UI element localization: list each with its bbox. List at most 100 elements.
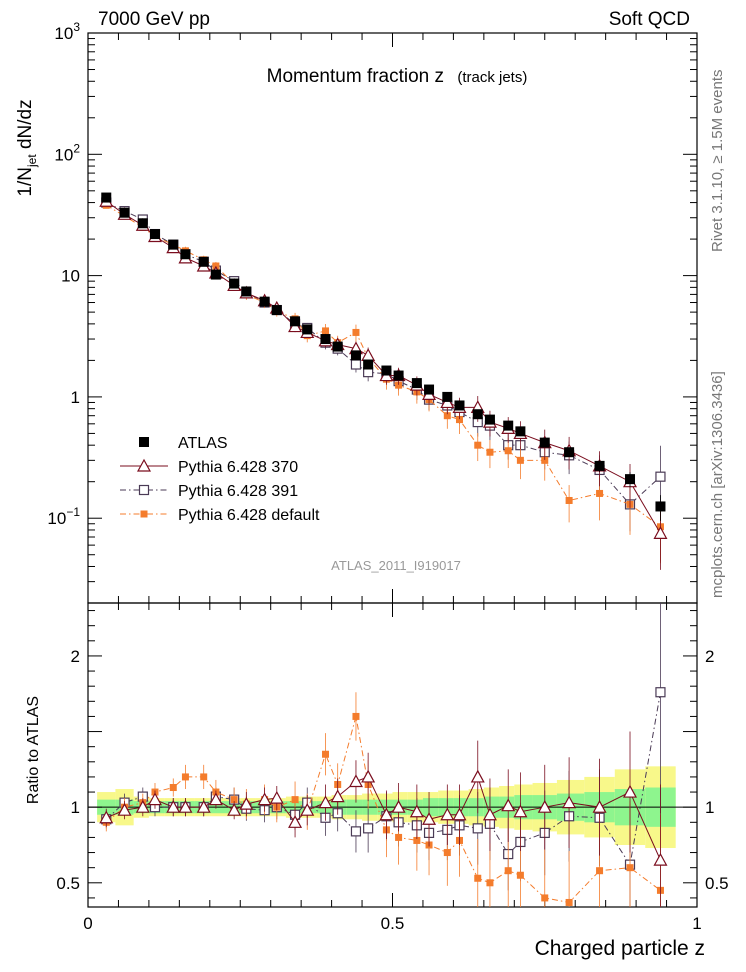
tick-base: 10 [47,509,66,528]
ratio-point-p370 [409,804,424,818]
point-data [168,239,179,250]
point-data [442,391,453,402]
top-y-tick-label: 103 [54,20,80,43]
point-data [229,278,240,289]
tick-exponent: 2 [73,141,80,155]
x-tick-label: 0 [83,914,92,933]
ratio-point-p370 [622,784,638,798]
point-data [594,460,605,471]
ratio-point-pdef [504,867,512,875]
point-data [350,350,361,361]
ratio-point-p370 [208,792,223,806]
ratio-point-p370 [135,799,150,813]
ratio-point-p370 [178,799,193,813]
ratio-point-pdef [322,750,330,758]
point-pdef [443,412,451,420]
point-data [137,218,148,229]
x-tick-label: 1 [692,914,701,933]
side-label-top: Rivet 3.1.10, ≥ 1.5M events [709,70,726,253]
point-p391 [655,471,666,482]
legend-label-pdef: Pythia 6.428 default [178,507,320,524]
point-data [320,334,331,345]
point-data [180,249,191,260]
point-data [484,414,495,425]
ratio-point-p370 [348,774,363,788]
legend-marker-pdef [140,510,148,518]
ratio-line-p391 [105,692,661,866]
ratio-point-pdef [565,898,573,906]
ratio-point-pdef [291,796,299,804]
ratio-point-p370 [239,796,254,810]
legend-label-data: ATLAS [178,435,228,452]
ratio-point-p370 [562,795,577,809]
point-pdef [486,448,494,456]
x-tick-label: 0.5 [381,914,405,933]
ratio-point-pdef [395,833,403,841]
ratio-point-p391 [363,823,374,834]
ratio-point-p370 [147,792,163,806]
ratio-point-p370 [501,798,516,812]
bottom-y-tick-label-left: 2 [71,647,80,666]
ratio-point-p391 [655,687,666,698]
point-data [515,426,526,437]
ratio-point-pdef [230,796,238,804]
tick-base: 10 [54,145,73,164]
point-p391 [350,359,362,370]
legend-marker-p370 [136,458,152,472]
legend: ATLAS Pythia 6.428 370 Pythia 6.428 391 Pyt… [120,435,320,524]
ratio-point-p370 [117,802,132,816]
tick-exponent: 3 [73,20,80,34]
point-data [381,365,392,376]
plot-title-group: Momentum fraction z (track jets) [267,66,528,87]
point-data [655,501,666,512]
ratio-point-p370 [440,807,455,821]
plot-title-note: (track jets) [457,69,527,86]
header-left: 7000 GeV pp [98,9,210,30]
bottom-y-tick-label-left: 0.5 [56,874,80,893]
point-data [564,447,575,458]
bottom-y-axis-label: Ratio to ATLAS [25,696,42,804]
ratio-point-pdef [443,849,451,857]
point-p370 [653,526,668,539]
point-data [472,409,483,420]
ratio-point-p370 [99,810,114,824]
ratio-point-p370 [452,807,467,821]
ratio-point-p370 [227,802,242,816]
x-axis-label: Charged particle z [535,937,705,960]
ratio-point-pdef [596,867,604,875]
ratio-point-pdef [181,773,189,781]
point-p370 [361,348,376,361]
ratio-point-pdef [626,864,634,872]
point-data [454,400,465,411]
ratio-point-p370 [166,799,181,813]
point-data [411,378,422,389]
bottom-y-tick-label-right: 2 [705,647,714,666]
ratio-point-p370 [288,815,303,828]
ratio-point-pdef [413,836,421,844]
ratio-point-pdef [486,879,494,887]
ratio-point-pdef [541,894,549,902]
point-pdef [565,496,573,504]
header-right: Soft QCD [609,9,690,30]
ratio-point-p370 [592,799,607,813]
analysis-label: ATLAS_2011_I919017 [331,558,461,573]
ratio-point-pdef [474,874,482,882]
point-p370 [440,395,455,409]
ratio-point-p370 [422,812,437,825]
ratio-point-p370 [379,807,394,821]
ratio-point-pdef [352,712,360,720]
point-data [198,256,209,267]
point-data [119,207,130,218]
top-y-tick-label: 10−1 [47,505,80,528]
point-pdef [322,327,330,335]
point-data [290,316,301,327]
top-y-tick-label: 10 [61,267,80,286]
point-data [625,474,636,485]
point-data [210,269,221,280]
point-pdef [474,441,482,449]
ratio-point-p370 [513,804,528,818]
ratio-point-p370 [257,792,272,806]
point-pdef [504,447,512,455]
point-pdef [541,456,549,464]
